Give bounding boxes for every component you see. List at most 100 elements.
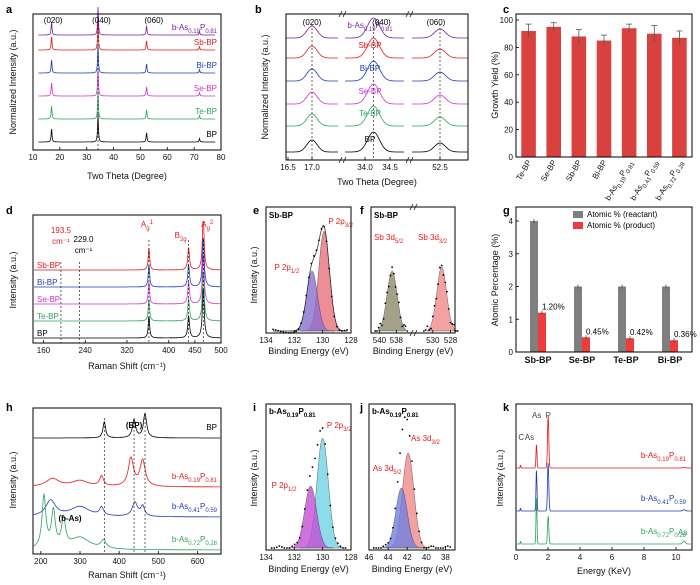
x-tick-label: 60 — [163, 153, 172, 162]
data-point — [399, 452, 401, 455]
series-label: Se-BP — [358, 87, 381, 96]
data-point — [295, 330, 297, 333]
text-part: b-As — [172, 23, 188, 32]
x-tick-label: 132 — [288, 336, 302, 345]
x-category-label: Sb-BP — [525, 355, 552, 365]
x-tick-label: 46 — [365, 553, 374, 562]
data-point — [437, 547, 440, 549]
data-point — [375, 547, 378, 549]
x-axis-label: Two Theta (Degree) — [337, 177, 417, 187]
legend-label: Atomic % (product) — [587, 221, 655, 230]
x-tick-label: 0 — [514, 553, 519, 562]
x-tick-label: 128 — [344, 553, 358, 562]
data-point — [328, 267, 331, 270]
series-label: BP — [37, 329, 48, 338]
data-point — [435, 297, 438, 300]
panel-label: e — [253, 205, 259, 217]
annotation: cm⁻¹ — [75, 246, 93, 255]
y-tick-label: 100 — [500, 16, 514, 25]
data-point — [311, 466, 314, 469]
data-point — [376, 330, 378, 332]
eds-curve — [516, 462, 692, 512]
text-part: P 2p — [327, 421, 344, 430]
y-tick-label: 40 — [504, 98, 513, 107]
fit-component — [380, 487, 423, 549]
y-tick-label: 2 — [509, 283, 514, 292]
data-point — [342, 547, 344, 549]
x-category-label: Bi-BP — [658, 355, 683, 365]
peak-label: As 3d3/2 — [411, 434, 440, 446]
panel-label: b — [255, 4, 262, 16]
subscript: 0.41 — [657, 500, 669, 506]
peak-label: (060) — [427, 18, 446, 27]
raman-curve — [34, 272, 220, 322]
data-point — [447, 308, 450, 310]
fit-component — [287, 485, 334, 549]
eds-curve — [516, 498, 692, 545]
data-point — [442, 274, 445, 276]
series-label: BP — [206, 130, 217, 139]
peak-label: As — [532, 411, 541, 420]
text-part: b-As — [347, 21, 363, 30]
value-label: 0.45% — [586, 327, 609, 336]
data-point — [384, 302, 387, 305]
data-point — [307, 276, 310, 279]
data-point — [306, 489, 309, 491]
bar — [530, 221, 538, 352]
data-point — [411, 460, 413, 463]
fit-envelope — [273, 224, 348, 332]
data-point — [339, 545, 342, 548]
text-part: As 3d — [373, 464, 393, 473]
data-point — [291, 545, 293, 548]
text-part: As 3d — [411, 434, 431, 443]
chart-g: 0 1 2 3 4 1.20% Sb-BP 0.45% Se-BP 0.42% Te-BP 0.36%… — [490, 210, 697, 365]
series-label: Sb-BP — [194, 38, 217, 47]
series-label: b-As0.19P0.81 — [641, 451, 687, 463]
data-point — [396, 293, 399, 296]
data-point — [377, 547, 380, 549]
xrd-zoom-curve — [345, 60, 404, 82]
text-part: P — [618, 169, 628, 178]
series-label: b-As0.41P0.59 — [172, 502, 218, 514]
subscript: 3/2 — [439, 239, 448, 245]
series-label: b-As0.72P0.28 — [641, 527, 687, 539]
text-part: P — [200, 502, 205, 511]
legend-swatch — [573, 222, 583, 229]
data-point — [456, 330, 459, 332]
data-point — [394, 507, 397, 510]
data-point — [280, 546, 283, 548]
peak-label: P 2p1/2 — [272, 481, 297, 493]
data-point — [331, 526, 334, 529]
data-point — [449, 321, 452, 324]
fit-component — [427, 266, 457, 332]
plot-frame-i — [265, 403, 352, 551]
x-axis-label: Binding Energy (eV) — [372, 564, 453, 574]
data-point — [329, 504, 332, 507]
x-category-label: Te-BP — [613, 355, 638, 365]
chart-a: BP Te-BP Se-BP Bi-BP Sb-BP b-As0.19P0.81 (020)… — [8, 6, 226, 181]
data-point — [381, 324, 383, 327]
x-tick-label: 200 — [34, 557, 48, 566]
data-point — [444, 281, 447, 284]
series-label: b-As0.41P0.59 — [641, 494, 687, 506]
data-point — [440, 264, 443, 267]
bar — [618, 286, 626, 352]
x-axis-label: Energy (KeV) — [577, 566, 631, 576]
subscript: 5/2 — [395, 239, 404, 245]
panel-label: d — [6, 205, 13, 217]
x-tick-label: 500 — [214, 346, 228, 355]
data-point — [442, 547, 444, 549]
data-point — [334, 537, 337, 540]
legend-label: Atomic % (reactant) — [587, 210, 658, 219]
bar — [646, 33, 662, 158]
y-axis-label: Intensity (a.u.) — [8, 451, 18, 508]
data-point — [413, 488, 416, 491]
data-point — [384, 543, 387, 546]
subscript: 0.28 — [674, 533, 686, 539]
series-label: Se-BP — [37, 295, 60, 304]
data-point — [382, 545, 385, 548]
data-point — [372, 547, 375, 549]
subscript: 0.59 — [651, 161, 662, 175]
subscript: 0.81 — [381, 27, 393, 33]
x-axis-label: Raman Shift (cm⁻¹) — [88, 570, 166, 580]
